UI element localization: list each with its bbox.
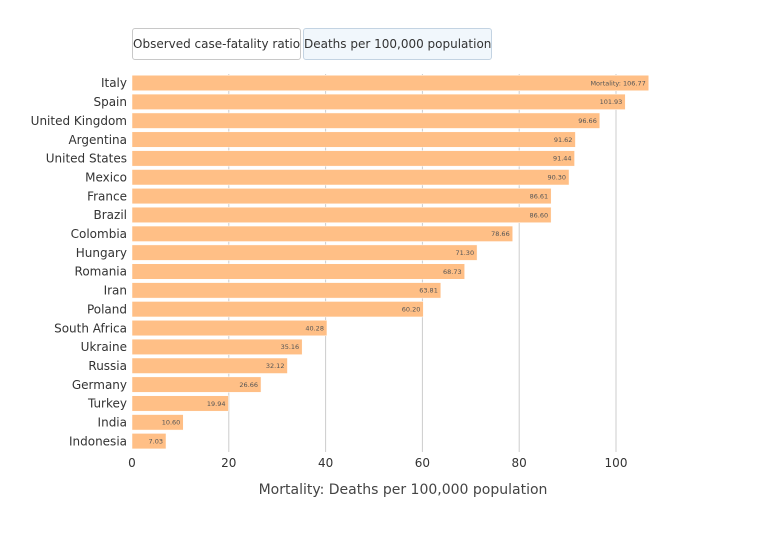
- bar[interactable]: [131, 357, 288, 374]
- bar-value-label: 32.12: [266, 362, 285, 370]
- bar[interactable]: [131, 75, 650, 91]
- bar[interactable]: [131, 433, 167, 450]
- bar[interactable]: [131, 225, 513, 242]
- category-label: Colombia: [71, 227, 127, 241]
- bar-value-label: 26.66: [239, 381, 258, 389]
- bar-value-label: 91.62: [554, 136, 573, 144]
- category-label: United Kingdom: [31, 114, 127, 128]
- value-labels: Mortality: 106.77 101.93 96.66 91.62 91.44 90…: [149, 79, 646, 445]
- category-label: Russia: [88, 359, 127, 373]
- category-label: Poland: [87, 302, 127, 316]
- x-tick-label: 60: [415, 456, 430, 470]
- category-label: Brazil: [94, 208, 128, 222]
- category-label: Turkey: [87, 397, 127, 411]
- tab-deaths-per-100k[interactable]: Deaths per 100,000 population: [303, 28, 492, 60]
- bar-value-label: 91.44: [553, 155, 572, 163]
- category-label: South Africa: [54, 321, 127, 335]
- bar-value-label: 35.16: [281, 343, 300, 351]
- bar-value-label: 19.94: [207, 400, 226, 408]
- bar-value-label: 63.81: [419, 287, 438, 295]
- bar-value-label: 40.28: [305, 324, 324, 332]
- bar-value-label: 10.60: [162, 419, 181, 427]
- gridlines: [228, 74, 617, 452]
- bar-value-label: 68.73: [443, 268, 462, 276]
- category-label: Hungary: [76, 246, 127, 260]
- category-label: Germany: [72, 378, 127, 392]
- bar[interactable]: [131, 188, 552, 205]
- bar[interactable]: [131, 131, 576, 148]
- bar[interactable]: [131, 320, 328, 337]
- bar-value-label: 96.66: [578, 117, 597, 125]
- bar-value-label: 78.66: [491, 230, 510, 238]
- bar[interactable]: [131, 395, 229, 412]
- x-axis-title: Mortality: Deaths per 100,000 population: [259, 482, 548, 498]
- bars: [131, 75, 650, 450]
- bar[interactable]: [131, 301, 424, 318]
- x-tick-label: 40: [318, 456, 333, 470]
- x-axis-ticks: 0 20 40 60 80 100: [128, 456, 627, 470]
- x-tick-label: 20: [221, 456, 236, 470]
- category-label: Ukraine: [81, 340, 127, 354]
- category-label: Mexico: [85, 170, 127, 184]
- bar-value-label: 86.61: [530, 192, 549, 200]
- category-label: Spain: [93, 95, 127, 109]
- bar[interactable]: [131, 169, 570, 186]
- bar[interactable]: [131, 414, 184, 431]
- bar-value-label: 7.03: [149, 437, 163, 445]
- x-tick-label: 0: [128, 456, 136, 470]
- bar-value-label: 101.93: [600, 98, 623, 106]
- category-label: Argentina: [68, 133, 127, 147]
- category-label: France: [87, 189, 127, 203]
- bar-value-label: 90.30: [547, 174, 566, 182]
- category-labels: Italy Spain United Kingdom Argentina United …: [31, 76, 127, 448]
- bar[interactable]: [131, 282, 442, 299]
- bar-value-label: 71.30: [455, 249, 474, 257]
- category-label: Romania: [75, 265, 127, 279]
- bar[interactable]: [131, 112, 601, 129]
- bar[interactable]: [131, 244, 478, 261]
- bar[interactable]: [131, 263, 465, 280]
- bar[interactable]: [131, 338, 303, 355]
- bar-value-label: 60.20: [402, 306, 421, 314]
- x-tick-label: 100: [605, 456, 628, 470]
- category-label: India: [98, 416, 127, 430]
- bar[interactable]: [131, 150, 575, 167]
- tab-case-fatality-ratio[interactable]: Observed case-fatality ratio: [132, 28, 301, 60]
- bar[interactable]: [131, 206, 552, 223]
- x-tick-label: 80: [512, 456, 527, 470]
- category-label: United States: [46, 152, 127, 166]
- bar-value-label: Mortality: 106.77: [590, 79, 645, 87]
- bar[interactable]: [131, 376, 262, 393]
- bar-value-label: 86.60: [530, 211, 549, 219]
- category-label: Indonesia: [69, 434, 127, 448]
- category-label: Italy: [101, 76, 127, 90]
- category-label: Iran: [104, 284, 127, 298]
- bar[interactable]: [131, 93, 626, 110]
